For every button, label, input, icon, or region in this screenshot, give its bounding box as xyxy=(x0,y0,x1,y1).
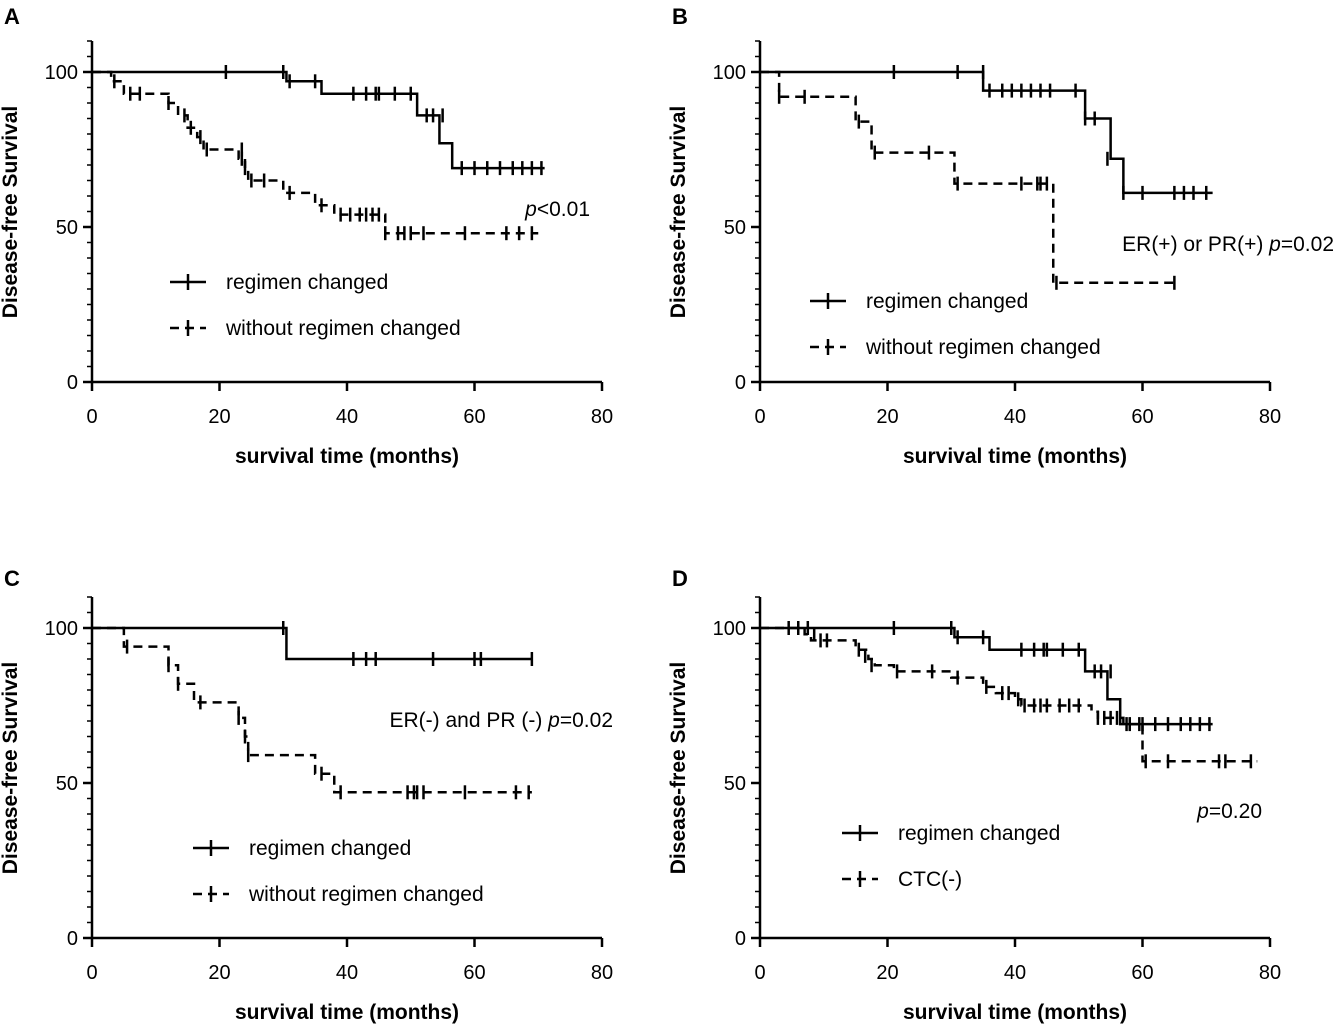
p-symbol: p xyxy=(524,198,537,221)
legend-entry: without regimen changed xyxy=(170,317,461,340)
y-tick-label: 100 xyxy=(45,62,78,84)
legend-entry: CTC(-) xyxy=(842,868,962,891)
x-tick-label: 20 xyxy=(208,406,230,428)
x-axis-label: survival time (months) xyxy=(235,445,459,468)
x-tick-label: 40 xyxy=(336,406,358,428)
y-tick-label: 100 xyxy=(45,618,78,640)
survival-curve xyxy=(92,70,539,235)
panel-letter: C xyxy=(4,566,20,591)
x-axis-label: survival time (months) xyxy=(903,1001,1127,1024)
p-value-annotation: ER(-) and PR (-) p=0.02 xyxy=(389,709,613,732)
x-axis-label: survival time (months) xyxy=(235,1001,459,1024)
panel-d: D 0 50 100 0 20 40 60 80 survival time (months) Di… xyxy=(667,566,1281,1024)
y-tick-label: 50 xyxy=(724,217,746,239)
panel-c: C 0 50 100 0 20 40 60 80 survival time (months) Di… xyxy=(0,566,613,1024)
survival-curve xyxy=(92,70,545,170)
x-tick-label: 80 xyxy=(591,406,613,428)
series-dashed xyxy=(760,621,1258,769)
legend-entry: regimen changed xyxy=(842,822,1060,845)
x-tick-label: 80 xyxy=(1259,962,1281,984)
x-axis-label: survival time (months) xyxy=(903,445,1127,468)
y-axis-label: Disease-free Survival xyxy=(667,106,690,318)
y-axis-label: Disease-free Survival xyxy=(667,662,690,874)
annotation-prefix: ER(+) or PR(+) xyxy=(1122,233,1269,256)
legend-entry: without regimen changed xyxy=(810,336,1101,359)
p-symbol: p xyxy=(1196,800,1209,823)
x-tick-label: 20 xyxy=(876,406,898,428)
series-solid xyxy=(760,65,1213,200)
legend-label: without regimen changed xyxy=(225,317,461,340)
series-solid xyxy=(760,621,1213,732)
y-tick-label: 100 xyxy=(713,618,746,640)
legend-label: without regimen changed xyxy=(248,883,484,906)
x-tick-label: 20 xyxy=(208,962,230,984)
legend-label: without regimen changed xyxy=(865,336,1101,359)
legend-label: regimen changed xyxy=(249,837,411,860)
series-dashed xyxy=(92,70,539,241)
legend-entry: regimen changed xyxy=(193,837,411,860)
panel-letter: A xyxy=(4,4,20,29)
p-value: =0.02 xyxy=(560,709,613,732)
x-tick-label: 60 xyxy=(1131,406,1153,428)
panel-letter: B xyxy=(672,4,688,29)
annotation-prefix: ER(-) and PR (-) xyxy=(389,709,548,732)
panel-letter: D xyxy=(672,566,688,591)
y-tick-label: 0 xyxy=(67,928,78,950)
x-tick-label: 60 xyxy=(1131,962,1153,984)
y-axis-label: Disease-free Survival xyxy=(0,106,22,318)
legend-label: regimen changed xyxy=(226,271,388,294)
legend-entry: without regimen changed xyxy=(193,883,484,906)
series-dashed xyxy=(760,70,1176,290)
x-tick-label: 40 xyxy=(1004,406,1026,428)
x-tick-label: 80 xyxy=(1259,406,1281,428)
series-solid xyxy=(92,621,534,666)
p-value: =0.02 xyxy=(1281,233,1334,256)
panel-a: A 0 50 100 0 20 40 60 80 survival time (months) Di… xyxy=(0,4,613,468)
legend-label: regimen changed xyxy=(866,290,1028,313)
x-tick-label: 0 xyxy=(754,406,765,428)
x-tick-label: 60 xyxy=(463,406,485,428)
p-symbol: p xyxy=(1268,233,1281,256)
y-tick-label: 0 xyxy=(67,372,78,394)
p-value-annotation: ER(+) or PR(+) p=0.02 xyxy=(1122,233,1334,256)
y-tick-label: 50 xyxy=(56,773,78,795)
p-value: <0.01 xyxy=(537,198,590,221)
x-tick-label: 40 xyxy=(1004,962,1026,984)
legend-entry: regimen changed xyxy=(170,271,388,294)
survival-curve xyxy=(760,626,1213,726)
x-tick-label: 80 xyxy=(591,962,613,984)
x-tick-label: 20 xyxy=(876,962,898,984)
legend-entry: regimen changed xyxy=(810,290,1028,313)
p-symbol: p xyxy=(547,709,560,732)
y-tick-label: 0 xyxy=(735,928,746,950)
y-tick-label: 0 xyxy=(735,372,746,394)
panel-b: B 0 50 100 0 20 40 60 80 survival time (months) Di… xyxy=(667,4,1334,468)
x-tick-label: 60 xyxy=(463,962,485,984)
y-tick-label: 50 xyxy=(724,773,746,795)
x-tick-label: 0 xyxy=(754,962,765,984)
y-tick-label: 50 xyxy=(56,217,78,239)
p-value: =0.20 xyxy=(1209,800,1262,823)
x-tick-label: 40 xyxy=(336,962,358,984)
p-value-annotation: p=0.20 xyxy=(1196,800,1262,823)
x-tick-label: 0 xyxy=(86,406,97,428)
p-value-annotation: p<0.01 xyxy=(524,198,590,221)
legend-label: regimen changed xyxy=(898,822,1060,845)
series-dashed xyxy=(92,626,532,800)
survival-curve xyxy=(92,626,532,661)
legend-label: CTC(-) xyxy=(898,868,962,891)
survival-curve xyxy=(760,70,1213,195)
y-axis-label: Disease-free Survival xyxy=(0,662,22,874)
y-tick-label: 100 xyxy=(713,62,746,84)
survival-curve xyxy=(92,626,532,794)
series-solid xyxy=(92,65,545,176)
survival-curve xyxy=(760,70,1175,285)
x-tick-label: 0 xyxy=(86,962,97,984)
